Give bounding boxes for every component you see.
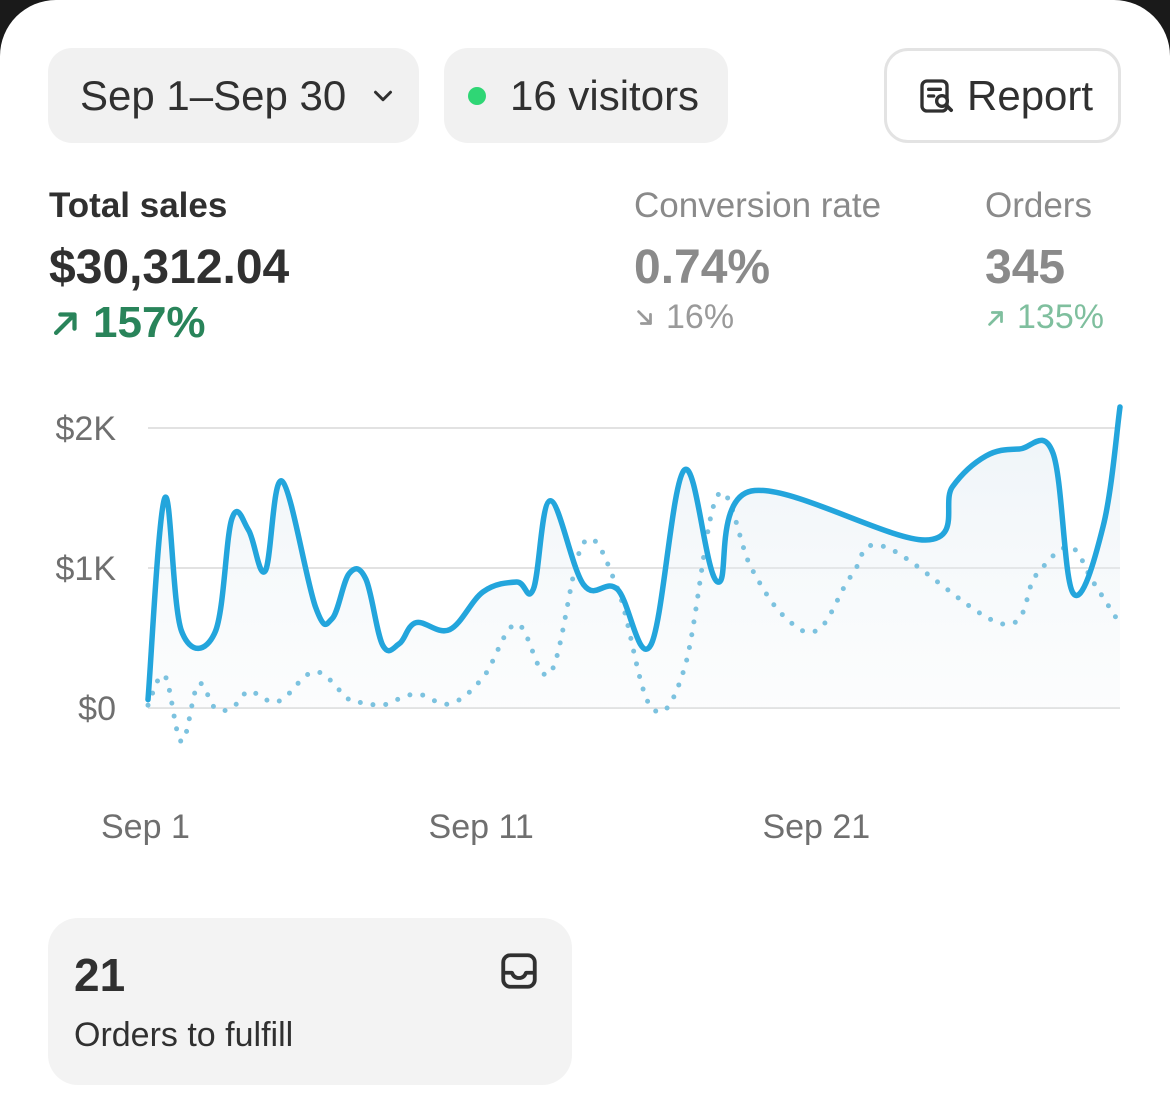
orders-change: 135% <box>985 298 1104 337</box>
conversion-rate-label: Conversion rate <box>634 186 882 225</box>
orders-to-fulfill-count: 21 <box>74 949 126 1001</box>
y-tick-label: $1K <box>56 550 117 588</box>
date-range-button[interactable]: Sep 1–Sep 30 <box>48 48 419 143</box>
total-sales-value: $30,312.04 <box>49 241 290 294</box>
live-status-dot-icon <box>468 86 486 105</box>
report-label: Report <box>967 71 1094 119</box>
visitors-label: 16 visitors <box>510 71 700 119</box>
sales-series-line <box>145 404 1123 703</box>
report-search-icon <box>920 78 953 113</box>
report-button[interactable]: Report <box>884 48 1121 143</box>
comparison-series-line <box>145 489 1123 745</box>
y-tick-label: $2K <box>56 410 117 448</box>
arrow-up-right-icon <box>53 312 77 336</box>
arrow-down-right-icon <box>637 309 652 325</box>
x-tick-label: Sep 11 <box>429 808 534 846</box>
total-sales-metric[interactable]: Total sales $30,312.04 157% <box>49 186 289 348</box>
chevron-down-icon <box>374 90 393 101</box>
conversion-rate-change-value: 16% <box>666 298 735 336</box>
x-tick-label: Sep 21 <box>762 808 870 846</box>
orders-to-fulfill-label: Orders to fulfill <box>74 1016 294 1054</box>
sales-area-fill <box>148 407 1120 708</box>
orders-change-value: 135% <box>1017 298 1104 336</box>
conversion-rate-change: 16% <box>634 298 881 337</box>
x-tick-label: Sep 1 <box>101 808 190 846</box>
orders-value: 345 <box>985 241 1066 294</box>
orders-label: Orders <box>985 186 1092 225</box>
conversion-rate-metric[interactable]: Conversion rate 0.74% 16% <box>634 186 881 337</box>
total-sales-change-value: 157% <box>93 298 206 347</box>
orders-metric[interactable]: Orders 345 135% <box>985 186 1104 337</box>
date-range-label: Sep 1–Sep 30 <box>80 71 347 119</box>
y-tick-label: $0 <box>78 690 116 728</box>
total-sales-label: Total sales <box>49 186 228 225</box>
total-sales-change: 157% <box>49 298 289 348</box>
orders-to-fulfill-tile[interactable]: 21 Orders to fulfill <box>48 918 572 1085</box>
live-visitors-button[interactable]: 16 visitors <box>444 48 728 143</box>
inbox-icon <box>501 953 537 989</box>
arrow-up-right-icon <box>988 310 1003 326</box>
conversion-rate-value: 0.74% <box>634 241 771 294</box>
sales-line-chart[interactable]: $2K $1K $0 Sep 1 Sep 11 Sep 21 <box>0 380 1170 860</box>
